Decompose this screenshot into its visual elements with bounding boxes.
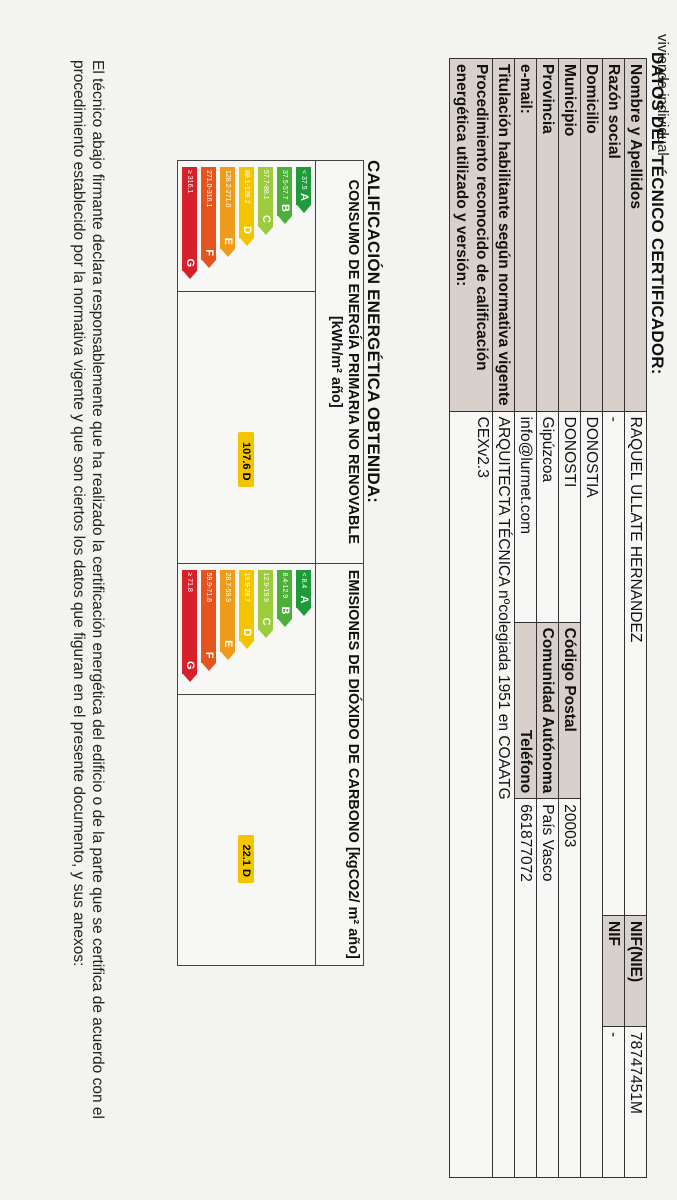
name-value: RAQUEL ULLATE HERNANDEZ (624, 411, 647, 916)
consumption-column: CONSUMO DE ENERGÍA PRIMARIA NO RENOVABLE… (178, 161, 363, 564)
consumption-bar-g: ≥ 316.1 G (182, 167, 197, 271)
emissions-indicator: 22.1 D (238, 834, 254, 883)
emissions-bar-g: ≥ 71.8 G (182, 569, 197, 674)
qualification-label: Titulación habilitante según normativa v… (492, 58, 515, 412)
consumption-range-g: ≥ 316.1 (186, 170, 193, 194)
emissions-bar-b: 8.4-12.9 B (277, 569, 292, 619)
emissions-column: EMISIONES DE DIÓXIDO DE CARBONO [kgCO2/ … (178, 563, 363, 965)
section-title-technician: DATOS DEL TÉCNICO CERTIFICADOR: (648, 52, 667, 375)
emissions-header: EMISIONES DE DIÓXIDO DE CARBONO [kgCO2/ … (345, 569, 361, 959)
emissions-range-c: 12.9-19.9 (262, 572, 269, 603)
emissions-bar-a: < 8.4 A (296, 569, 311, 608)
emissions-range-f: 59.9-71.8 (205, 572, 212, 603)
address-value: DONOSTIA (580, 411, 603, 1178)
company-value: - (602, 411, 625, 916)
consumption-cell: 107.6 D (178, 291, 315, 563)
emissions-letter-a: A (298, 595, 310, 604)
email-value: info@lurmet.com (514, 411, 537, 623)
consumption-letter-e: E (222, 237, 234, 245)
emissions-letter-f: F (203, 651, 215, 659)
emissions-letter-d: D (241, 628, 253, 637)
consumption-bar-d: 88.1-128.2 D (239, 167, 254, 238)
emissions-letter-e: E (222, 640, 234, 648)
consumption-letter-a: A (298, 193, 310, 201)
consumption-header: CONSUMO DE ENERGÍA PRIMARIA NO RENOVABLE… (328, 179, 361, 544)
emissions-letter-g: G (184, 660, 196, 670)
consumption-letter-c: C (260, 215, 272, 223)
email-label: e-mail: (514, 58, 537, 412)
emissions-bar-c: 12.9-19.9 C (258, 569, 273, 630)
name-label: Nombre y Apellidos (624, 58, 647, 412)
consumption-letter-b: B (279, 204, 291, 212)
emissions-range-e: 28.7-59.9 (224, 572, 231, 603)
consumption-bar-b: 37.5-57.7 B (277, 167, 292, 216)
company-label: Razón social (602, 58, 625, 412)
emissions-bar-e: 28.7-59.9 E (220, 569, 235, 652)
consumption-indicator: 107.6 D (238, 432, 254, 487)
consumption-bar-c: 57.7-88.1 C (258, 167, 273, 227)
postal-code-label: Código Postal (558, 622, 581, 799)
energy-rating-box: CONSUMO DE ENERGÍA PRIMARIA NO RENOVABLE… (177, 160, 364, 966)
region-value: País Vasco (536, 798, 559, 1178)
phone-value: 661877072 (514, 798, 537, 1178)
consumption-range-c: 57.7-88.1 (262, 170, 269, 200)
consumption-scale: < 37.5 A 37.5-57.7 B 57.7-88.1 C 88.1-128.2 D 12… (178, 161, 315, 291)
procedure-value: CEXv2.3 (449, 411, 493, 1178)
consumption-letter-g: G (184, 258, 196, 267)
consumption-letter-f: F (203, 249, 215, 256)
municipality-value: DONOSTI (558, 411, 581, 623)
emissions-range-a: < 8.4 (300, 572, 307, 589)
province-value: Gipúzcoa (536, 411, 559, 623)
postal-code-value: 20003 (558, 798, 581, 1178)
address-label: Domicilio (580, 58, 603, 412)
consumption-range-a: < 37.5 (300, 170, 307, 190)
emissions-cell: 22.1 D (178, 693, 315, 965)
nif-value: - (602, 1026, 625, 1178)
emissions-bar-d: 19.9-28.7 D (239, 569, 254, 641)
emissions-range-g: ≥ 71.8 (186, 572, 193, 592)
consumption-range-d: 88.1-128.2 (243, 170, 250, 204)
section-title-rating: CALIFICACIÓN ENERGÉTICA OBTENIDA: (364, 160, 383, 504)
nif-nie-label: NIF(NIE) (624, 915, 647, 1027)
emissions-letter-b: B (279, 606, 291, 615)
emissions-scale: < 8.4 A 8.4-12.9 B 12.9-19.9 C 19.9-28.7 D 28.7-… (178, 564, 315, 694)
consumption-bar-f: 271.0-316.1 F (201, 167, 216, 260)
nif-nie-value: 78747451M (624, 1026, 647, 1178)
consumption-bar-a: < 37.5 A (296, 167, 311, 205)
consumption-bar-e: 128.2-271.0 E (220, 167, 235, 249)
consumption-range-f: 271.0-316.1 (205, 170, 212, 208)
region-label: Comunidad Autónoma (536, 622, 559, 799)
consumption-letter-d: D (241, 226, 253, 234)
procedure-label: Procedimiento reconocido de calificación… (449, 58, 493, 412)
consumption-range-b: 37.5-57.7 (281, 170, 288, 200)
municipality-label: Municipio (558, 58, 581, 412)
province-label: Provincia (536, 58, 559, 412)
consumption-range-e: 128.2-271.0 (224, 170, 231, 208)
emissions-bar-f: 59.9-71.8 F (201, 569, 216, 663)
emissions-range-b: 8.4-12.9 (281, 572, 288, 599)
phone-label: Teléfono (514, 622, 537, 799)
technician-table: Nombre y Apellidos RAQUEL ULLATE HERNAND… (449, 58, 647, 1178)
declaration-text: El técnico abajo firmante declara respon… (70, 60, 106, 1119)
nif-label: NIF (602, 915, 625, 1027)
emissions-letter-c: C (260, 617, 272, 626)
qualification-value: ARQUITECTA TÉCNICA nºcolegiada 1951 en C… (492, 411, 515, 1178)
emissions-range-d: 19.9-28.7 (243, 572, 250, 603)
